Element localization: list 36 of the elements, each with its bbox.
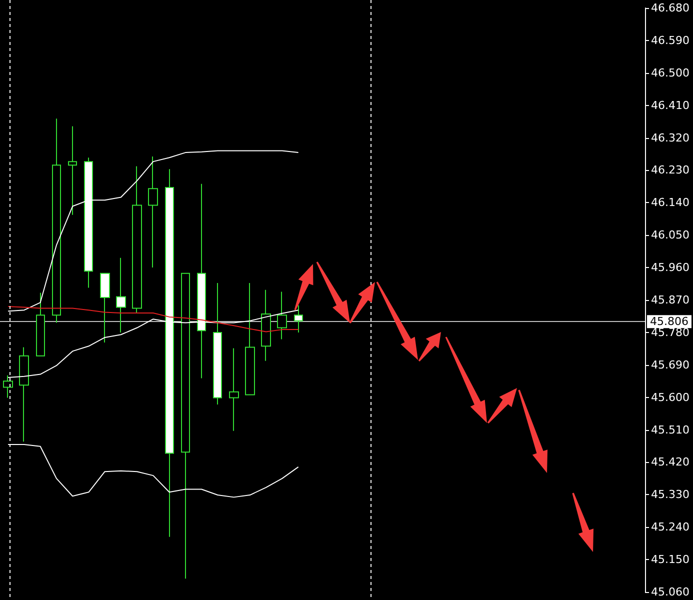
candlestick xyxy=(52,118,61,324)
y-tick-label: 45.960 xyxy=(651,261,690,274)
line-series xyxy=(8,150,299,312)
y-tick-label: 45.330 xyxy=(651,488,690,502)
candlestick xyxy=(36,292,45,356)
y-tick-label: 45.780 xyxy=(651,326,690,339)
y-tick-label: 46.500 xyxy=(651,66,690,80)
y-tick-label: 46.410 xyxy=(651,98,690,112)
y-tick-label: 45.150 xyxy=(651,553,690,566)
y-tick-label: 46.050 xyxy=(651,228,690,242)
y-tick-label: 45.690 xyxy=(651,358,690,372)
candlestick xyxy=(213,282,222,406)
ref-line-label: 45.806 xyxy=(650,315,688,328)
candlestick xyxy=(3,374,13,398)
candlestick xyxy=(245,282,255,396)
y-tick-label: 45.240 xyxy=(651,520,690,534)
y-tick-label: 46.680 xyxy=(651,2,690,14)
y-tick-label: 45.510 xyxy=(651,423,690,436)
y-tick-label: 45.420 xyxy=(651,456,690,469)
candlestick xyxy=(148,156,158,268)
candlestick xyxy=(261,289,271,362)
y-tick-label: 46.140 xyxy=(651,196,690,210)
candlestick xyxy=(181,272,190,580)
candlestick xyxy=(277,291,287,340)
y-tick-label: 46.230 xyxy=(651,164,690,177)
candlestick xyxy=(68,126,77,216)
line-series xyxy=(8,306,299,332)
y-tick-label: 45.060 xyxy=(651,586,690,598)
candlestick xyxy=(229,348,239,432)
y-tick-label: 45.870 xyxy=(651,294,690,306)
candlestick xyxy=(19,346,29,442)
y-tick-label: 46.320 xyxy=(651,131,690,144)
y-tick-label: 46.590 xyxy=(651,34,690,47)
candlestick xyxy=(84,157,93,288)
y-tick-label: 45.600 xyxy=(651,390,690,404)
candlestick xyxy=(132,166,142,314)
